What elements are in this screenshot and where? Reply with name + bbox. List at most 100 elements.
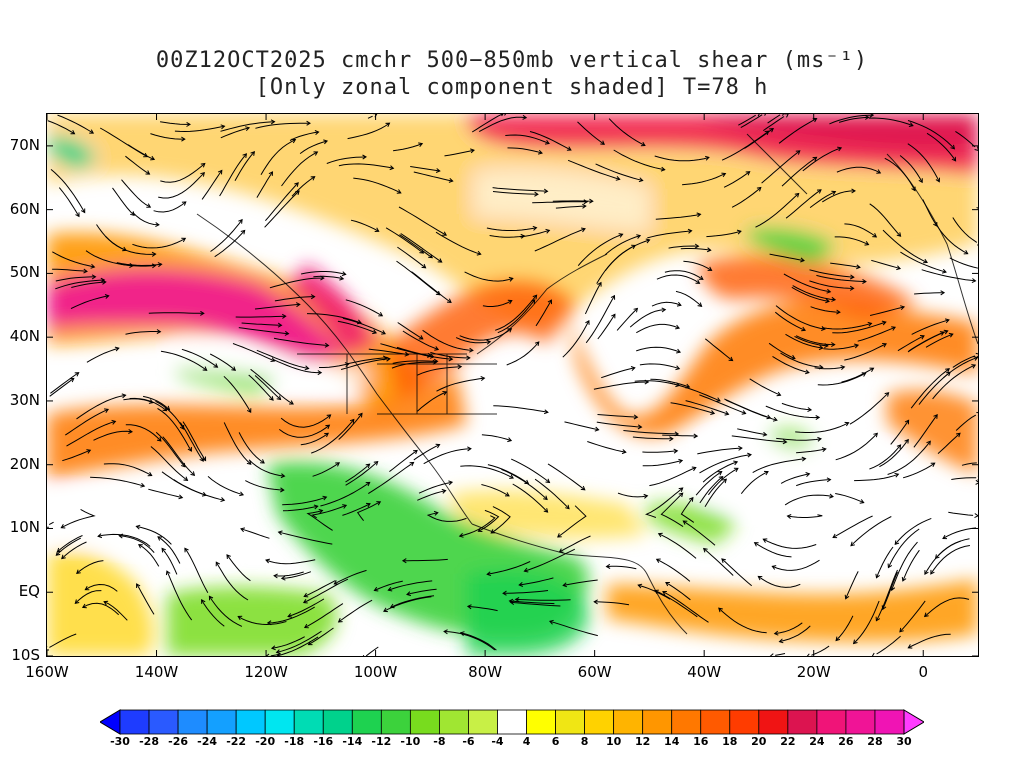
streamline-arrow: [704, 155, 710, 161]
streamline: [215, 561, 249, 601]
streamline-arrow: [508, 276, 514, 282]
streamline-arrow: [733, 460, 739, 466]
streamline: [854, 473, 899, 482]
streamline-arrow: [135, 524, 141, 530]
streamline-arrow: [140, 482, 146, 488]
colorbar-tick-label: -12: [371, 735, 392, 748]
streamline: [338, 163, 394, 169]
streamline-arrow: [231, 366, 237, 371]
streamline: [871, 259, 901, 270]
streamline-arrow: [762, 538, 768, 543]
streamline: [398, 206, 447, 236]
streamline: [50, 169, 86, 213]
streamline-arrow: [944, 318, 950, 324]
streamline: [160, 121, 190, 125]
streamline: [86, 347, 119, 363]
streamline: [265, 559, 316, 565]
streamline-arrow: [882, 343, 887, 348]
streamline-arrow: [146, 203, 152, 208]
streamline-arrow: [757, 575, 763, 581]
streamline-arrow: [103, 600, 109, 606]
streamline: [647, 230, 692, 239]
streamline: [955, 130, 976, 148]
streamline: [49, 633, 77, 648]
streamline-arrow: [862, 278, 867, 284]
streamline: [755, 193, 800, 228]
streamline: [273, 337, 329, 346]
streamline-arrow: [372, 329, 377, 335]
streamline-arrow: [320, 275, 325, 281]
streamline: [951, 477, 977, 480]
streamline: [234, 151, 255, 182]
streamline-arrow: [884, 392, 890, 397]
colorbar-swatch: [119, 709, 150, 735]
streamline: [655, 213, 701, 220]
colorbar-swatch: [642, 709, 673, 735]
streamline: [393, 143, 423, 152]
streamline-arrow: [543, 188, 549, 194]
streamline: [490, 506, 511, 534]
streamline: [241, 322, 282, 326]
streamline: [207, 476, 244, 496]
streamline-arrow: [736, 229, 742, 235]
streamline-arrow: [469, 347, 474, 353]
streamline: [850, 516, 892, 547]
streamline: [471, 114, 503, 133]
streamline: [278, 531, 333, 545]
streamline-arrow: [419, 249, 425, 254]
colorbar-tick-label: -26: [168, 735, 188, 748]
streamline: [794, 335, 828, 347]
streamline: [908, 633, 951, 649]
streamline-arrow: [747, 452, 752, 458]
streamline: [961, 462, 977, 466]
streamline: [869, 306, 905, 316]
streamline: [899, 155, 923, 183]
streamline: [61, 508, 96, 529]
streamline: [486, 227, 537, 231]
streamline: [181, 348, 218, 368]
streamline-arrow: [763, 470, 769, 476]
streamline-arrow: [326, 414, 332, 419]
streamline: [534, 478, 570, 510]
colorbar-swatch: [264, 709, 295, 735]
streamline-arrow: [382, 355, 388, 361]
streamline: [132, 212, 159, 226]
streamline: [62, 449, 91, 462]
colorbar-swatch: [526, 709, 556, 735]
streamline: [937, 432, 961, 454]
streamline-arrow: [678, 458, 684, 464]
streamline: [900, 251, 947, 273]
streamline-arrow: [324, 432, 330, 438]
streamline-arrow: [178, 494, 184, 500]
streamline: [365, 646, 379, 656]
streamline-arrow: [849, 285, 855, 291]
streamline: [411, 271, 452, 303]
streamline: [459, 515, 496, 537]
streamline-arrow: [698, 275, 704, 280]
streamline-arrow: [800, 257, 805, 263]
streamline: [695, 471, 722, 496]
streamline-arrow: [935, 177, 940, 183]
streamline-arrow: [565, 504, 570, 510]
streamline: [925, 333, 953, 348]
streamline: [702, 461, 738, 483]
streamline-arrow: [718, 475, 724, 481]
streamline-arrow: [161, 547, 166, 553]
streamline-arrow: [202, 366, 208, 371]
streamline-arrow: [753, 542, 759, 547]
streamline-arrow: [448, 480, 454, 486]
streamline-arrow: [466, 604, 472, 610]
streamline-arrow: [605, 563, 611, 569]
streamline-arrow: [265, 558, 271, 564]
streamline-arrow: [378, 312, 384, 317]
streamline-arrow: [448, 356, 454, 362]
streamline-arrow: [518, 582, 524, 587]
streamline: [223, 422, 252, 465]
streamline: [841, 367, 874, 383]
streamline-arrow: [975, 352, 978, 358]
streamline: [731, 187, 762, 208]
streamline-arrow: [307, 640, 313, 646]
colorbar-tick-label: 6: [551, 735, 560, 748]
streamline: [478, 509, 500, 532]
colorbar-swatch: [206, 709, 237, 735]
